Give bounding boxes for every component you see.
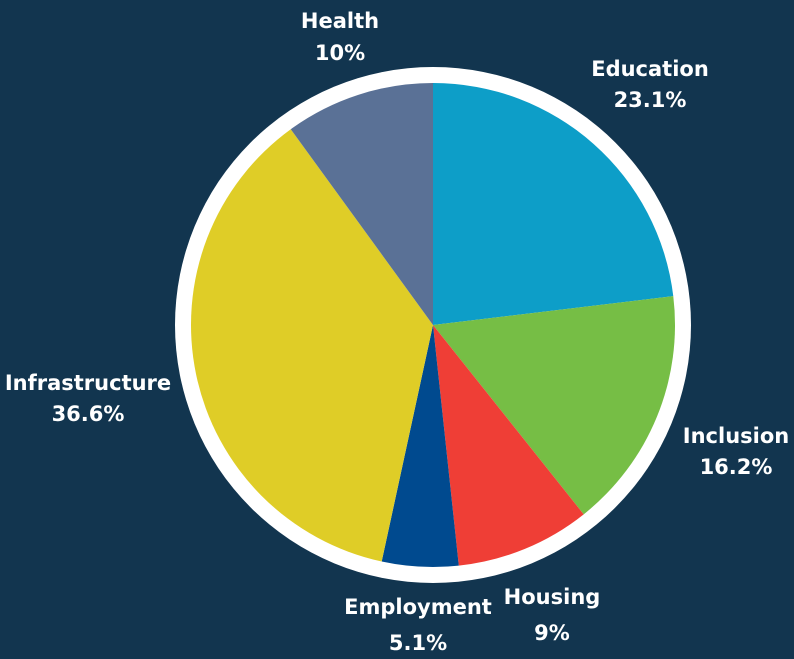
label-housing-value: 9%: [534, 621, 570, 645]
pie-slice-inclusion: [433, 296, 675, 515]
label-employment-name: Employment: [344, 595, 492, 619]
label-housing-name: Housing: [504, 585, 601, 609]
label-education-name: Education: [591, 57, 709, 81]
label-inclusion-value: 16.2%: [700, 455, 773, 479]
pie-slice-employment: [381, 325, 459, 568]
label-health-name: Health: [301, 9, 379, 33]
pie-slice-education: [433, 83, 674, 325]
pie-slice-health: [290, 83, 433, 325]
label-health-value: 10%: [315, 41, 365, 65]
pie-slice-housing: [433, 325, 584, 566]
label-employment-value: 5.1%: [389, 631, 447, 655]
pie-slice-infrastructure: [190, 129, 433, 562]
label-inclusion-name: Inclusion: [683, 424, 789, 448]
label-infrastructure-value: 36.6%: [52, 402, 125, 426]
pie-slices: [190, 83, 675, 568]
label-education-value: 23.1%: [614, 88, 687, 112]
label-infrastructure-name: Infrastructure: [5, 371, 171, 395]
